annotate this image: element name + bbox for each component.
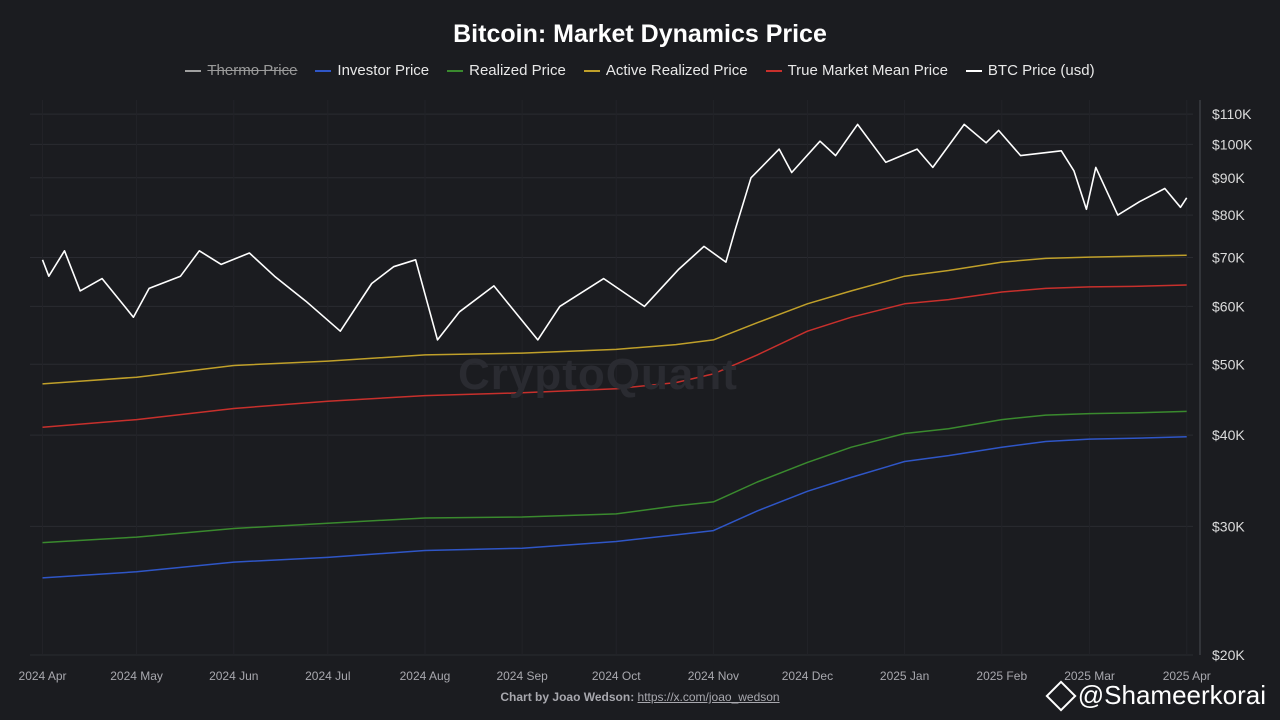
- x-tick-label: 2024 Jun: [209, 669, 258, 683]
- x-tick-label: 2025 Feb: [976, 669, 1027, 683]
- x-tick-label: 2024 Apr: [19, 669, 67, 683]
- x-tick-label: 2025 Apr: [1163, 669, 1211, 683]
- chart-credit: Chart by Joao Wedson: https://x.com/joao…: [0, 690, 1280, 704]
- y-tick-label: $20K: [1212, 647, 1245, 663]
- legend-item-active-realized-price[interactable]: Active Realized Price: [583, 62, 748, 79]
- series-line-true-market-mean-price: [42, 284, 1187, 428]
- legend-label: Thermo Price: [207, 62, 298, 79]
- legend-label: BTC Price (usd): [987, 62, 1095, 79]
- legend-swatch: [447, 69, 464, 72]
- x-tick-label: 2024 Aug: [400, 669, 451, 683]
- legend-item-realized-price[interactable]: Realized Price: [447, 62, 566, 79]
- y-tick-label: $100K: [1212, 136, 1253, 152]
- legend-label: Active Realized Price: [605, 62, 748, 79]
- y-tick-label: $70K: [1212, 250, 1245, 266]
- legend-swatch: [965, 69, 982, 72]
- chart-title: Bitcoin: Market Dynamics Price: [453, 20, 827, 48]
- y-tick-label: $40K: [1212, 427, 1245, 443]
- y-tick-label: $50K: [1212, 356, 1245, 372]
- legend-swatch: [315, 69, 332, 72]
- legend-label: Realized Price: [469, 62, 566, 79]
- x-tick-label: 2025 Mar: [1064, 669, 1115, 683]
- x-tick-label: 2024 Oct: [592, 669, 641, 683]
- y-tick-label: $90K: [1212, 170, 1245, 186]
- x-tick-label: 2024 Nov: [688, 669, 739, 683]
- handle-text: @Shameerkorai: [1077, 680, 1266, 710]
- x-tick-label: 2024 Sep: [496, 669, 548, 683]
- x-tick-label: 2024 Jul: [305, 669, 350, 683]
- legend-item-btc-price[interactable]: BTC Price (usd): [965, 62, 1095, 79]
- legend-label: True Market Mean Price: [787, 62, 948, 79]
- y-tick-label: $60K: [1212, 298, 1245, 314]
- watermark: CryptoQuant: [458, 350, 738, 399]
- credit-text: Chart by Joao Wedson:: [500, 690, 635, 704]
- legend-item-true-market-mean-price[interactable]: True Market Mean Price: [765, 62, 948, 79]
- legend-item-investor-price[interactable]: Investor Price: [315, 62, 429, 79]
- legend-swatch: [185, 69, 202, 72]
- y-tick-label: $30K: [1212, 518, 1245, 534]
- legend-label: Investor Price: [337, 62, 430, 79]
- x-tick-label: 2024 Dec: [782, 669, 833, 683]
- legend-item-thermo-price[interactable]: Thermo Price: [185, 62, 297, 79]
- author-handle: @Shameerkorai: [1045, 679, 1266, 712]
- y-tick-label: $80K: [1212, 207, 1245, 223]
- legend-swatch: [765, 69, 782, 72]
- series-line-btc-price-usd: [41, 123, 1188, 341]
- series-line-realized-price: [42, 410, 1187, 544]
- legend-swatch: [583, 69, 600, 72]
- x-tick-label: 2025 Jan: [880, 669, 929, 683]
- series-line-active-realized-price: [42, 254, 1187, 385]
- diamond-logo-icon: [1045, 679, 1077, 712]
- x-tick-label: 2024 May: [110, 669, 163, 683]
- y-tick-label: $110K: [1212, 106, 1252, 122]
- credit-link[interactable]: https://x.com/joao_wedson: [637, 690, 780, 704]
- legend: Thermo Price Investor Price Realized Pri…: [0, 62, 1280, 79]
- series-line-investor-price: [42, 435, 1187, 579]
